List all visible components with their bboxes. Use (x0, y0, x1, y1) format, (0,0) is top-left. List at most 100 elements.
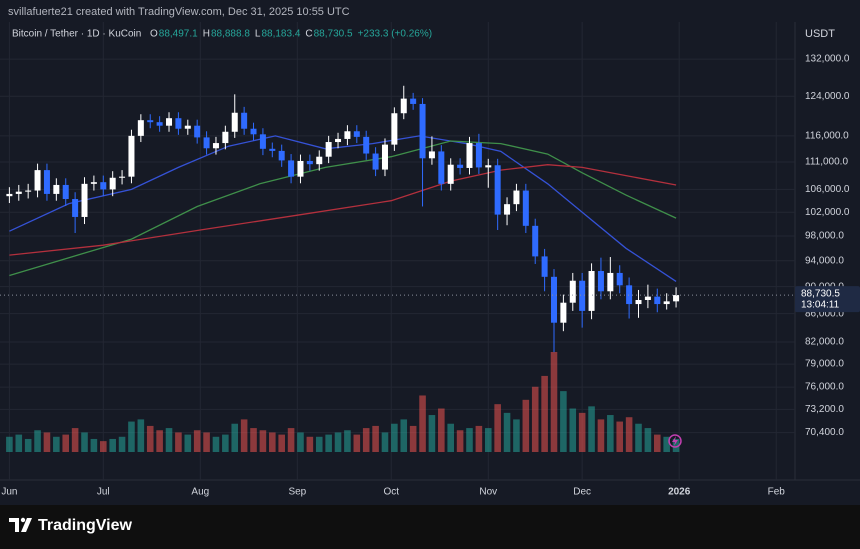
candle-body (62, 184, 69, 200)
candle-layer (6, 85, 680, 353)
currency-label: USDT (805, 28, 835, 40)
candle-body (6, 193, 13, 197)
candle-body (438, 151, 445, 184)
candle-body (391, 113, 398, 145)
countdown-label: 13:04:11 (801, 300, 840, 311)
ohlc-value: 88,730.5 (314, 29, 353, 40)
x-tick-label: 2026 (668, 487, 691, 498)
candle-body (504, 204, 511, 215)
candle-body (156, 122, 163, 126)
volume-bar (475, 425, 483, 452)
candle-body (15, 191, 22, 194)
volume-bar (494, 404, 501, 452)
candle-body (184, 125, 191, 129)
y-tick-label: 76,000.0 (805, 382, 844, 393)
candle-body (616, 272, 623, 286)
y-tick-label: 82,000.0 (805, 337, 844, 348)
volume-bar (334, 432, 342, 452)
brand-logo-v (21, 518, 32, 532)
candle-body (381, 144, 388, 170)
volume-bar (287, 428, 295, 452)
ohlc-value: 88,183.4 (261, 29, 300, 40)
candle-body (325, 142, 332, 157)
current-price-box (795, 286, 860, 313)
volume-bar (625, 417, 633, 452)
candle-body (306, 160, 313, 165)
candle-body (222, 131, 229, 144)
candle-body (231, 112, 238, 132)
candle-body (166, 118, 173, 126)
volume-bar (222, 434, 229, 452)
candle-body (43, 170, 50, 194)
volume-bar (409, 425, 417, 452)
ohlc-value: 88,888.8 (211, 29, 250, 40)
brand: TradingView (9, 517, 133, 534)
volume-bar (165, 428, 173, 452)
volume-bar (597, 419, 605, 452)
ohlc-key: L (255, 29, 261, 40)
volume-bar (240, 419, 248, 452)
candle-body (400, 98, 407, 114)
candle-body (663, 301, 670, 305)
candle-body (278, 150, 285, 161)
price-change: +233.3 (+0.26%) (358, 29, 433, 40)
candle-body (513, 190, 520, 205)
candle-body (579, 280, 586, 311)
moving-average-line (9, 135, 677, 282)
volume-bar (128, 421, 135, 452)
volume-bar (250, 428, 257, 452)
candle-body (316, 156, 323, 165)
volume-bar (484, 428, 492, 452)
grid (0, 22, 795, 480)
y-tick-label: 111,000.0 (805, 157, 848, 168)
candle-body (203, 137, 210, 149)
candle-body (259, 134, 266, 149)
volume-bar (231, 423, 239, 452)
volume-layer (6, 352, 680, 452)
volume-bar (53, 436, 60, 452)
volume-bar (438, 408, 445, 452)
volume-bar (560, 391, 567, 452)
candle-body (363, 136, 370, 154)
volume-bar (184, 434, 192, 452)
candle-body (569, 280, 576, 303)
volume-bar (175, 432, 182, 452)
ohlc-value: 88,497.1 (159, 29, 198, 40)
candle-body (673, 295, 680, 302)
candle-body (532, 225, 539, 257)
attribution: svillafuerte21 created with TradingView.… (8, 6, 350, 18)
volume-bar (344, 430, 351, 452)
volume-bar (381, 432, 389, 452)
candle-body (34, 170, 41, 191)
x-tick-label: Nov (479, 487, 497, 498)
candle-body (137, 120, 144, 136)
volume-bar (278, 434, 285, 452)
candle-body (335, 138, 342, 143)
alert-bolt (672, 436, 678, 446)
volume-bar (297, 432, 304, 452)
volume-bar (513, 419, 520, 452)
volume-bar (34, 430, 41, 452)
candle-body (81, 183, 88, 217)
candle-body (597, 271, 604, 292)
candle-body (90, 182, 97, 184)
ohlc-key: O (150, 29, 158, 40)
candle-body (560, 302, 567, 323)
volume-bar (588, 406, 595, 452)
volume-bar (81, 432, 88, 452)
volume-bar (578, 412, 586, 452)
x-tick-label: Dec (573, 487, 591, 498)
candle-body (25, 190, 32, 192)
candle-body (297, 160, 304, 177)
brand-name: TradingView (38, 517, 133, 534)
candle-body (485, 165, 492, 168)
y-tick-label: 132,000.0 (805, 54, 850, 65)
y-tick-label: 106,000.0 (805, 184, 850, 195)
volume-bar (306, 436, 314, 452)
volume-bar (569, 408, 577, 452)
candle-body (466, 143, 473, 168)
volume-bar (447, 423, 454, 452)
ohlc-legend: Bitcoin / Tether · 1D · KuCoin O 88,497.1… (12, 29, 432, 40)
